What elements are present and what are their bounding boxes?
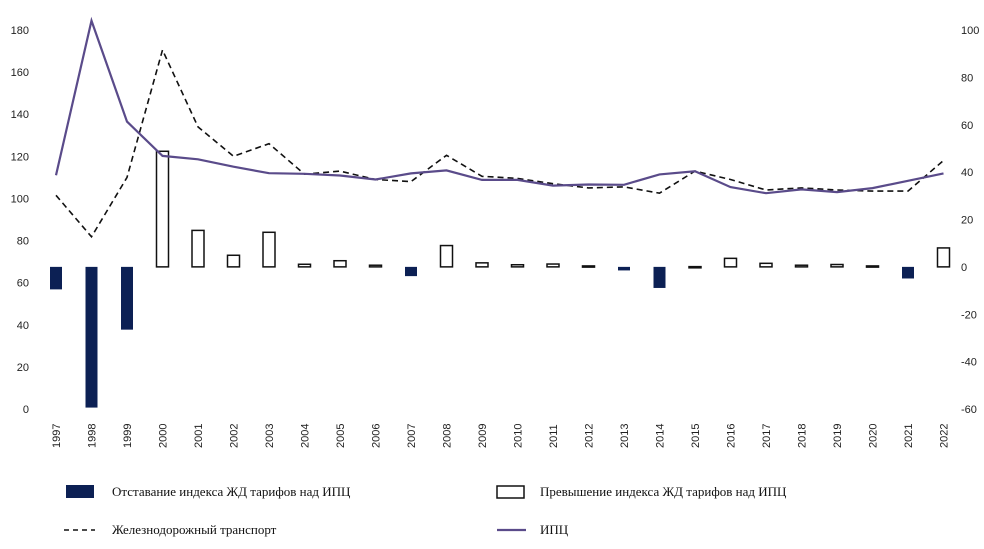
right-tick-label: 60 [961,120,973,132]
x-tick-label: 2001 [193,424,205,448]
x-tick-label: 2003 [264,424,276,448]
bar-lag [121,266,133,330]
line-rail-transport [55,47,945,239]
right-tick-label: 100 [961,25,979,37]
bar-lag [653,266,666,288]
x-tick-label: 1997 [51,424,63,448]
bar-excess [794,264,809,268]
legend-label-rail: Железнодорожный транспорт [112,522,277,537]
bar-excess [546,263,560,268]
bar-excess [936,247,951,268]
x-axis-ticks: 1997 1998 1999 2000 2001 2002 2003 2004 2005 2006… [51,424,951,448]
bar-lag [405,266,417,277]
bar-excess [865,265,880,268]
bar-excess [262,231,276,268]
left-tick-label: 80 [17,236,29,248]
right-tick-label: 0 [961,262,967,274]
right-tick-label: -40 [961,357,977,369]
bar-lag [85,266,98,408]
bars [50,150,951,408]
x-tick-label: 2016 [726,424,738,448]
x-tick-label: 2020 [868,424,880,448]
x-tick-label: 2011 [548,424,560,448]
bar-excess [368,264,383,268]
x-tick-label: 2019 [832,424,844,448]
x-tick-label: 2006 [371,424,383,448]
x-tick-label: 2012 [584,424,596,448]
x-tick-label: 2007 [406,424,418,448]
left-tick-label: 20 [17,362,29,374]
x-tick-label: 2004 [300,424,312,448]
legend-label-excess: Превышение индекса ЖД тарифов над ИПЦ [540,484,787,499]
legend: Отставание индекса ЖД тарифов над ИПЦ Пр… [64,484,787,537]
x-tick-label: 2017 [761,424,773,448]
right-tick-label: 20 [961,215,973,227]
line-cpi [54,16,944,195]
x-tick-label: 2013 [619,424,631,448]
x-tick-label: 1999 [122,424,134,448]
left-tick-label: 100 [11,193,29,205]
bar-excess [759,262,773,268]
left-tick-label: 160 [11,67,29,79]
left-tick-label: 40 [17,320,29,332]
x-tick-label: 2010 [513,424,525,448]
legend-symbol-filled-bar [66,485,94,498]
x-tick-label: 2008 [442,424,454,448]
x-tick-label: 2009 [477,424,489,448]
bar-lag [50,266,62,290]
bar-excess [581,265,596,268]
left-axis-ticks: 0 20 40 60 80 100 120 140 160 180 [11,25,29,416]
bar-excess [723,257,738,268]
bar-excess [297,263,312,268]
right-tick-label: -20 [961,309,977,321]
x-tick-label: 1998 [87,424,99,448]
x-tick-label: 2014 [655,424,667,448]
x-tick-label: 2018 [797,424,809,448]
left-tick-label: 180 [11,25,29,37]
left-tick-label: 60 [17,278,29,290]
x-tick-label: 2005 [335,424,347,448]
x-tick-label: 2002 [229,424,241,448]
bar-excess [155,150,170,268]
right-tick-label: 40 [961,167,973,179]
left-tick-label: 140 [11,109,29,121]
bar-excess [333,259,347,268]
bar-excess [830,263,844,268]
bar-excess [439,244,454,268]
x-tick-label: 2015 [690,424,702,448]
left-tick-label: 0 [23,404,29,416]
left-tick-label: 120 [11,151,29,163]
lines [54,16,945,239]
bar-excess [191,229,205,268]
legend-label-cpi: ИПЦ [540,522,569,537]
right-tick-label: 80 [961,72,973,84]
bar-lag [902,266,914,279]
right-axis-ticks: -60 -40 -20 0 20 40 60 80 100 [961,25,979,416]
right-tick-label: -60 [961,404,977,416]
x-tick-label: 2021 [903,424,915,448]
x-tick-label: 2022 [939,424,951,448]
legend-label-lag: Отставание индекса ЖД тарифов над ИПЦ [112,484,351,499]
bar-excess [226,254,241,268]
x-tick-label: 2000 [158,424,170,448]
legend-symbol-outline-bar [496,485,525,499]
bar-lag [618,266,630,271]
bar-excess [510,263,525,268]
bar-excess [475,262,489,268]
bar-excess [688,265,702,269]
